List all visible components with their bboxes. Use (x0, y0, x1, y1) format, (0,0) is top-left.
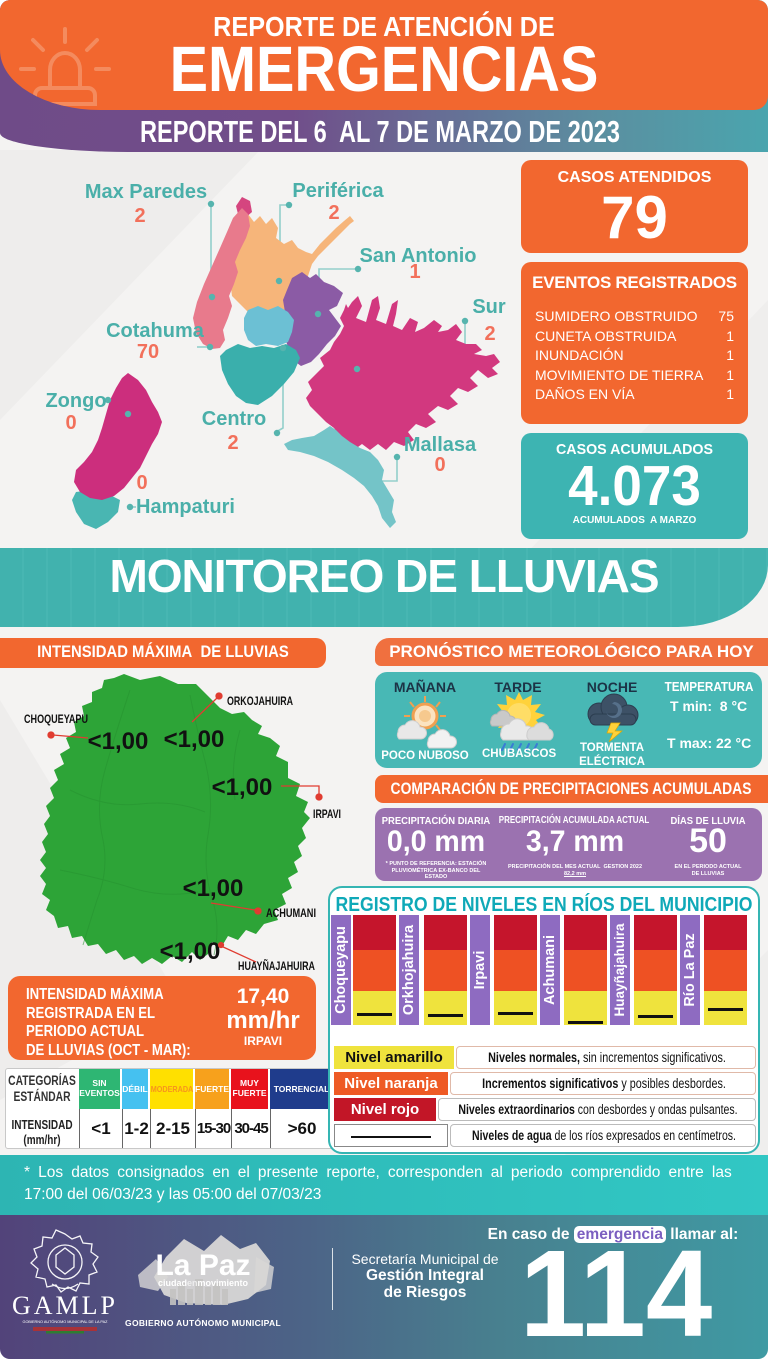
svg-text:ACHUMANI: ACHUMANI (266, 908, 316, 920)
svg-text:<1,00: <1,00 (164, 726, 225, 753)
svg-text:IRPAVI: IRPAVI (313, 809, 341, 821)
svg-text:ORKOJAHUIRA: ORKOJAHUIRA (227, 696, 293, 708)
svg-text:70: 70 (137, 341, 159, 363)
svg-text:Sur: Sur (472, 296, 506, 318)
svg-text:Hampaturi: Hampaturi (136, 496, 235, 518)
svg-text:ciudadenmovimiento: ciudadenmovimiento (158, 1278, 249, 1288)
svg-text:GOBIERNO AUTÓNOMO MUNICIPAL DE: GOBIERNO AUTÓNOMO MUNICIPAL DE LA PAZ (23, 1319, 109, 1324)
svg-text:Centro: Centro (202, 408, 266, 430)
svg-text:Cotahuma: Cotahuma (106, 320, 205, 342)
svg-text:0: 0 (136, 472, 147, 494)
svg-text:GAMLP: GAMLP (12, 1291, 118, 1320)
svg-text:0: 0 (65, 412, 76, 434)
svg-text:<1,00: <1,00 (160, 938, 221, 965)
svg-text:2: 2 (134, 205, 145, 227)
svg-text:HUAYÑAJAHUIRA: HUAYÑAJAHUIRA (238, 960, 315, 973)
svg-text:2: 2 (328, 202, 339, 224)
svg-text:1: 1 (409, 261, 420, 283)
svg-text:0: 0 (434, 454, 445, 476)
svg-text:<1,00: <1,00 (212, 774, 273, 801)
svg-text:San Antonio: San Antonio (359, 245, 476, 267)
svg-text:CHOQUEYAPU: CHOQUEYAPU (24, 714, 88, 726)
svg-text:<1,00: <1,00 (183, 875, 244, 902)
svg-text:Periférica: Periférica (292, 180, 384, 202)
svg-text:Max Paredes: Max Paredes (85, 181, 207, 203)
svg-text:2: 2 (484, 323, 495, 345)
svg-text:Zongo: Zongo (45, 390, 106, 412)
svg-text:2: 2 (227, 432, 238, 454)
svg-text:Mallasa: Mallasa (404, 434, 477, 456)
svg-text:La Paz: La Paz (155, 1249, 250, 1282)
svg-text:<1,00: <1,00 (88, 728, 149, 755)
